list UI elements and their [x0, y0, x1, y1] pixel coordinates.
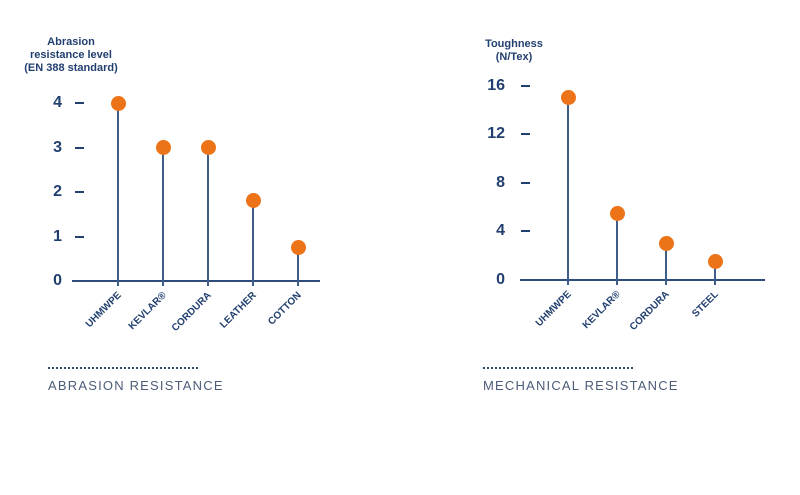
y-tick-label: 2 [53, 183, 62, 200]
data-point-dot [658, 236, 674, 252]
y-tick-dash [521, 133, 530, 136]
category-label: STEEL [690, 289, 721, 320]
y-tick-label: 12 [487, 125, 505, 143]
chart-caption: ABRASION RESISTANCE [48, 378, 224, 393]
stem [616, 213, 618, 285]
dotted-separator [48, 367, 198, 369]
chart-title: Abrasion resistance level (EN 388 standa… [24, 36, 118, 74]
data-point-dot [200, 140, 216, 155]
stem [117, 103, 119, 286]
data-point-dot [290, 240, 306, 256]
category-label: UHMWPE [83, 290, 124, 330]
y-tick-dash [521, 84, 530, 87]
y-tick-label: 0 [496, 271, 505, 288]
y-tick-label: 4 [53, 94, 62, 111]
y-tick-dash [75, 191, 84, 193]
y-tick-dash [75, 102, 84, 104]
y-tick-dash [75, 235, 84, 238]
category-label: CORDURA [627, 289, 672, 333]
data-point-dot [560, 90, 576, 106]
chart-title: Toughness (N/Tex) [485, 38, 543, 63]
data-point-dot [609, 205, 625, 221]
y-tick-dash [521, 181, 530, 184]
data-point-dot [155, 140, 171, 155]
stem [714, 261, 716, 285]
y-tick-label: 1 [53, 227, 62, 245]
y-tick-label: 16 [487, 76, 505, 94]
category-label: LEATHER [218, 290, 259, 331]
dotted-separator [483, 367, 633, 369]
data-point-dot [245, 193, 261, 209]
stem [207, 147, 209, 286]
category-label: UHMWPE [533, 289, 574, 329]
stem [252, 200, 254, 286]
y-tick-dash [75, 146, 84, 149]
stem [567, 97, 569, 285]
data-point-dot [110, 95, 126, 111]
stem [162, 147, 164, 286]
category-label: KEVLAR® [126, 290, 169, 333]
category-label: COTTON [266, 290, 304, 328]
y-tick-label: 3 [53, 138, 62, 156]
x-axis-line [520, 279, 765, 281]
y-tick-label: 8 [496, 173, 505, 191]
chart-caption: MECHANICAL RESISTANCE [483, 378, 679, 393]
y-tick-dash [521, 230, 530, 233]
stem [665, 243, 667, 285]
y-tick-label: 0 [53, 272, 62, 289]
x-axis-line [72, 280, 320, 282]
stem [297, 247, 299, 286]
category-label: KEVLAR® [580, 289, 623, 332]
y-tick-label: 4 [496, 222, 505, 240]
category-label: CORDURA [169, 290, 214, 334]
data-point-dot [707, 254, 723, 270]
